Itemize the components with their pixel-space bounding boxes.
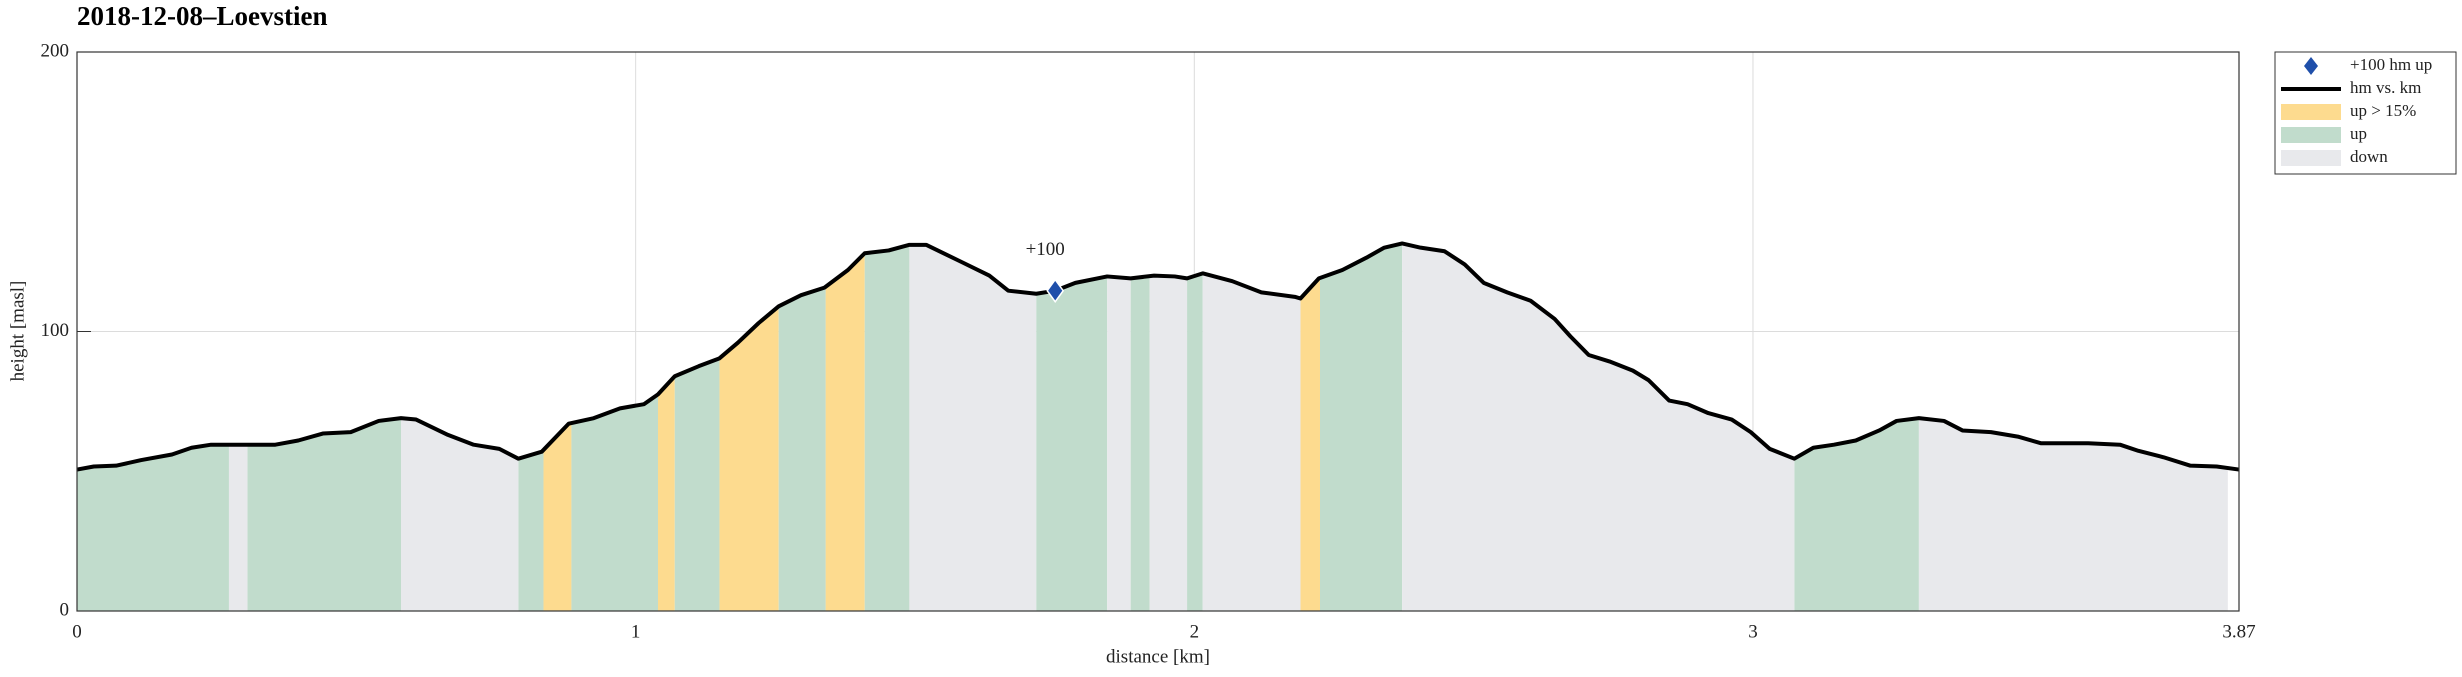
marker-label: +100 — [1026, 239, 1065, 260]
zone-band — [909, 243, 1037, 611]
legend-swatch — [2281, 127, 2341, 143]
plot-frame — [76, 51, 2240, 612]
zone-band — [1130, 243, 1150, 611]
profile-line — [76, 241, 2240, 472]
zone-band — [1187, 243, 1203, 611]
x-tick-label: 0 — [72, 621, 82, 642]
zone-band — [1107, 243, 1131, 611]
legend-label: down — [2350, 147, 2388, 166]
x-tick-label: 2 — [1190, 621, 1200, 642]
zone-band — [864, 243, 910, 611]
zone-band — [1320, 243, 1403, 611]
x-tick-label: 3.87 — [2222, 621, 2255, 642]
zone-band — [778, 243, 826, 611]
x-tick-label: 1 — [631, 621, 641, 642]
zone-band — [1202, 243, 1301, 611]
zone-band — [1300, 243, 1321, 611]
legend-label: +100 hm up — [2350, 55, 2432, 74]
x-axis-label: distance [km] — [1106, 646, 1210, 667]
legend-label: hm vs. km — [2350, 78, 2421, 97]
zone-band — [825, 243, 865, 611]
y-tick-label: 100 — [41, 320, 70, 341]
chart-title: 2018-12-08–Loevstien — [77, 1, 327, 31]
y-axis-label: height [masl] — [7, 281, 28, 382]
legend-marker — [2304, 57, 2318, 75]
legend-swatch — [2281, 150, 2341, 166]
zone-band — [1036, 243, 1108, 611]
y-tick-label: 200 — [41, 40, 70, 61]
legend-label: up > 15% — [2350, 101, 2416, 120]
marker — [1046, 278, 1065, 303]
legend-label: up — [2350, 124, 2367, 143]
legend-swatch — [2281, 104, 2341, 120]
y-tick-label: 0 — [60, 599, 70, 620]
x-tick-label: 3 — [1748, 621, 1758, 642]
zone-band — [1149, 243, 1188, 611]
